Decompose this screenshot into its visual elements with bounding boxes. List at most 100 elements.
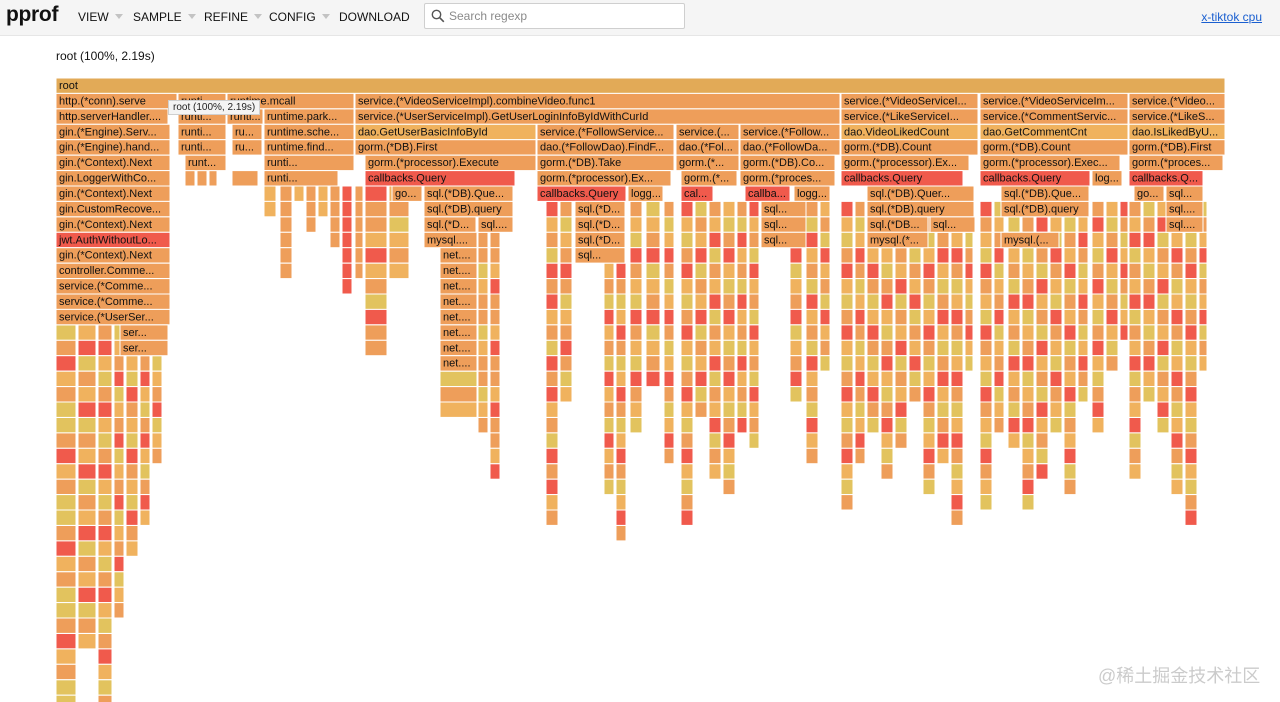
flame-frame[interactable] [1170, 355, 1184, 372]
flame-frame[interactable] [1007, 324, 1021, 341]
flame-frame[interactable] [1049, 278, 1063, 295]
flame-frame[interactable] [55, 617, 77, 634]
flame-frame[interactable] [736, 355, 748, 372]
flame-frame[interactable] [139, 478, 151, 496]
flame-frame[interactable] [694, 324, 708, 341]
flame-frame[interactable] [184, 170, 196, 187]
flame-frame[interactable] [1049, 417, 1063, 434]
flame-frame[interactable] [736, 401, 748, 418]
flame-frame[interactable] [840, 494, 854, 511]
flame-frame[interactable] [603, 355, 615, 372]
flame-frame[interactable] [993, 339, 1005, 357]
flame-frame[interactable] [125, 386, 139, 403]
flame-frame[interactable] [789, 308, 803, 326]
flame-frame[interactable] [1021, 417, 1035, 434]
flame-frame[interactable] [748, 339, 760, 357]
flame-frame[interactable] [615, 370, 627, 388]
flame-frame[interactable] [894, 417, 908, 434]
flame-frame[interactable] [364, 216, 388, 233]
profile-link[interactable]: x-tiktok cpu [1201, 10, 1262, 24]
flame-frame[interactable] [805, 247, 819, 264]
flame-frame[interactable] [950, 293, 964, 310]
flame-frame[interactable] [680, 324, 694, 341]
flame-frame[interactable] [708, 308, 722, 326]
flame-frame[interactable] [329, 231, 341, 249]
flame-frame[interactable] [922, 247, 936, 264]
flame-frame[interactable] [1184, 417, 1198, 434]
flame-frame[interactable] [477, 216, 514, 233]
flame-frame[interactable] [908, 247, 922, 264]
flame-frame[interactable] [805, 417, 819, 434]
flame-frame[interactable] [77, 555, 97, 573]
flame-frame[interactable] [341, 185, 353, 202]
flame-frame[interactable] [1091, 170, 1123, 187]
flame-frame[interactable] [97, 401, 113, 418]
flame-frame[interactable] [694, 401, 708, 418]
flame-frame[interactable] [993, 386, 1005, 403]
flame-frame[interactable] [819, 200, 831, 218]
flame-frame[interactable] [1184, 231, 1198, 249]
flame-frame[interactable] [722, 308, 736, 326]
flame-frame[interactable] [950, 231, 964, 249]
flame-frame[interactable] [789, 293, 803, 310]
flame-frame[interactable] [329, 185, 341, 202]
flame-frame[interactable] [603, 308, 615, 326]
flame-frame[interactable] [293, 185, 305, 202]
flame-frame[interactable] [629, 200, 643, 218]
menu-refine[interactable]: REFINE [204, 10, 263, 24]
flame-frame[interactable] [1091, 339, 1105, 357]
flame-frame[interactable] [477, 308, 489, 326]
flame-frame[interactable] [1128, 200, 1142, 218]
flame-frame[interactable] [489, 308, 501, 326]
flame-frame[interactable] [979, 247, 993, 264]
flame-frame[interactable] [680, 478, 694, 496]
flame-frame[interactable] [1077, 308, 1089, 326]
flame-frame[interactable] [477, 262, 489, 280]
flame-frame[interactable] [979, 324, 993, 341]
flame-frame[interactable] [1021, 463, 1035, 480]
flame-frame[interactable] [645, 355, 661, 372]
flame-frame[interactable] [1142, 247, 1156, 264]
flame-frame[interactable] [364, 185, 388, 202]
flame-frame[interactable] [1198, 247, 1208, 264]
flame-frame[interactable] [603, 262, 615, 280]
flame-frame[interactable] [1142, 262, 1156, 280]
flame-frame[interactable] [97, 447, 113, 465]
flame-frame[interactable] [629, 355, 643, 372]
flame-frame[interactable] [1063, 370, 1077, 388]
flame-frame[interactable] [819, 247, 831, 264]
flame-frame[interactable] [908, 339, 922, 357]
flame-frame[interactable] [736, 231, 748, 249]
flame-frame[interactable] [1091, 324, 1105, 341]
flame-frame[interactable] [151, 432, 163, 449]
flame-frame[interactable] [908, 386, 922, 403]
flame-frame[interactable] [629, 324, 643, 341]
flame-frame[interactable] [629, 339, 643, 357]
flame-frame[interactable] [119, 339, 169, 357]
flame-frame[interactable] [880, 463, 894, 480]
flame-frame[interactable] [840, 200, 854, 218]
flame-frame[interactable] [139, 401, 151, 418]
flame-frame[interactable] [139, 417, 151, 434]
flame-frame[interactable] [113, 463, 125, 480]
flame-frame[interactable] [1184, 324, 1198, 341]
flame-frame[interactable] [139, 386, 151, 403]
flame-frame[interactable] [979, 308, 993, 326]
flame-frame[interactable] [993, 308, 1005, 326]
flame-frame[interactable] [55, 679, 77, 696]
flame-frame[interactable] [489, 386, 501, 403]
flame-frame[interactable] [805, 370, 819, 388]
flame-frame[interactable] [603, 293, 615, 310]
flame-frame[interactable] [55, 355, 77, 372]
flame-frame[interactable] [748, 200, 760, 218]
flame-frame[interactable] [1021, 386, 1035, 403]
flame-frame[interactable] [545, 401, 559, 418]
flame-frame[interactable] [866, 339, 880, 357]
flame-frame[interactable] [1184, 262, 1198, 280]
flame-frame[interactable] [840, 339, 854, 357]
flame-frame[interactable] [139, 494, 151, 511]
flame-frame[interactable] [805, 216, 819, 233]
flame-frame[interactable] [854, 324, 866, 341]
flame-frame[interactable] [559, 324, 573, 341]
flame-frame[interactable] [125, 370, 139, 388]
